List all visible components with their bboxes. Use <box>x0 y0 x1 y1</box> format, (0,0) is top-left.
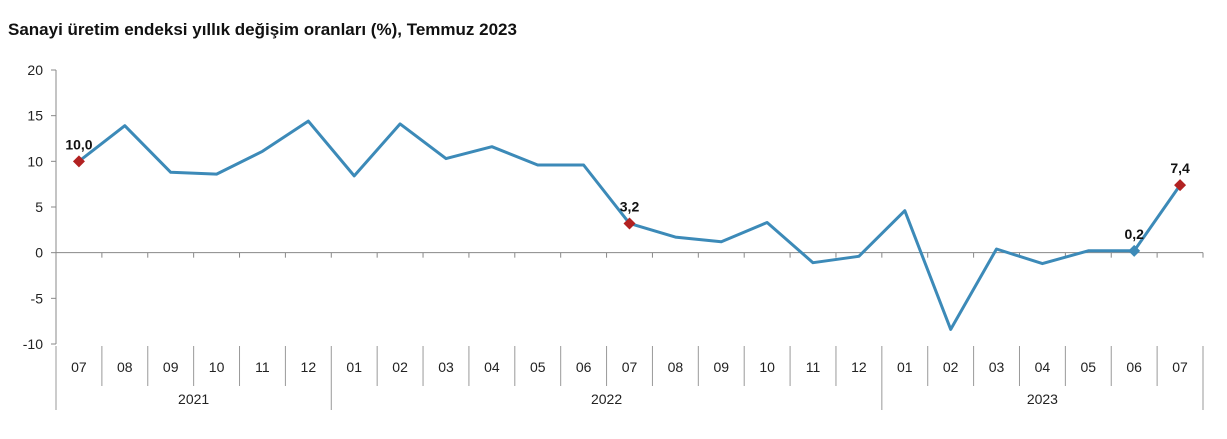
year-label: 2022 <box>591 391 622 407</box>
data-label: 10,0 <box>65 136 92 152</box>
y-tick-label: -5 <box>31 290 44 306</box>
x-tick-label: 06 <box>1126 359 1142 375</box>
x-tick-label: 04 <box>1035 359 1051 375</box>
y-tick-label: 20 <box>27 62 43 78</box>
x-tick-label: 09 <box>713 359 729 375</box>
x-tick-label: 02 <box>943 359 959 375</box>
data-label: 3,2 <box>620 198 640 214</box>
x-tick-label: 07 <box>1172 359 1188 375</box>
y-tick-label: 0 <box>35 245 43 261</box>
highlight-marker <box>1174 179 1187 192</box>
x-tick-label: 11 <box>806 359 821 375</box>
x-tick-label: 06 <box>576 359 592 375</box>
highlight-marker <box>1128 244 1141 257</box>
x-tick-label: 04 <box>484 359 500 375</box>
x-tick-label: 09 <box>163 359 179 375</box>
x-tick-label: 01 <box>897 359 913 375</box>
x-tick-label: 07 <box>622 359 638 375</box>
highlight-marker <box>623 217 636 230</box>
x-tick-label: 10 <box>209 359 225 375</box>
y-tick-label: -10 <box>23 336 43 352</box>
chart-title: Sanayi üretim endeksi yıllık değişim ora… <box>8 20 517 39</box>
x-tick-label: 02 <box>392 359 408 375</box>
x-tick-label: 11 <box>255 359 270 375</box>
x-tick-label: 12 <box>851 359 867 375</box>
year-label: 2021 <box>178 391 209 407</box>
x-tick-label: 12 <box>301 359 317 375</box>
data-label: 7,4 <box>1170 160 1190 176</box>
x-tick-label: 01 <box>346 359 362 375</box>
highlight-marker <box>72 155 85 168</box>
x-tick-label: 07 <box>71 359 87 375</box>
x-tick-label: 08 <box>117 359 133 375</box>
x-tick-label: 05 <box>530 359 546 375</box>
x-tick-label: 08 <box>668 359 684 375</box>
y-tick-label: 15 <box>27 108 43 124</box>
x-tick-label: 10 <box>759 359 775 375</box>
data-label: 0,2 <box>1124 226 1144 242</box>
y-tick-label: 5 <box>35 199 43 215</box>
x-tick-label: 05 <box>1081 359 1097 375</box>
y-tick-label: 10 <box>27 153 43 169</box>
x-tick-label: 03 <box>989 359 1005 375</box>
year-label: 2023 <box>1027 391 1058 407</box>
x-tick-label: 03 <box>438 359 454 375</box>
